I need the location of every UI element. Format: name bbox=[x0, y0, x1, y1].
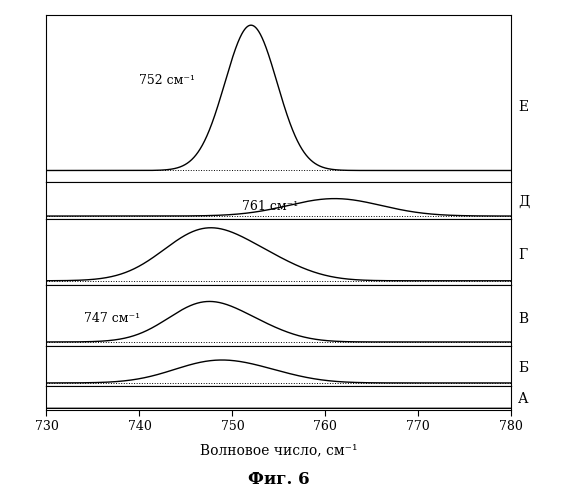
Text: А: А bbox=[518, 392, 529, 406]
Text: Фиг. 6: Фиг. 6 bbox=[248, 472, 310, 488]
Text: Волновое число, см⁻¹: Волновое число, см⁻¹ bbox=[200, 443, 358, 457]
Text: Е: Е bbox=[518, 100, 528, 114]
Text: 752 см⁻¹: 752 см⁻¹ bbox=[139, 74, 195, 87]
Text: Д: Д bbox=[518, 195, 530, 209]
Text: Б: Б bbox=[518, 361, 528, 375]
Text: Г: Г bbox=[518, 248, 528, 262]
Text: 761 см⁻¹: 761 см⁻¹ bbox=[242, 200, 298, 213]
Text: 747 см⁻¹: 747 см⁻¹ bbox=[84, 312, 140, 325]
Text: В: В bbox=[518, 312, 528, 326]
